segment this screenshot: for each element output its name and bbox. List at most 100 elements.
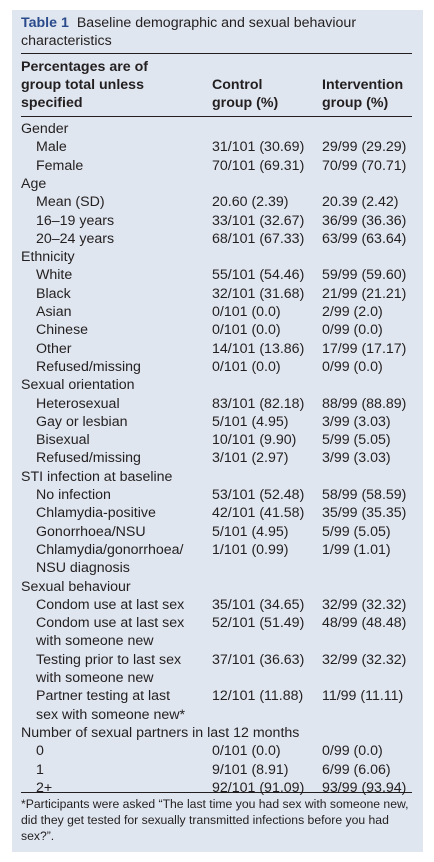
control-value: 12/101 (11.88) (212, 688, 304, 705)
control-value: 92/101 (91.09) (212, 779, 305, 796)
intervention-value: 70/99 (70.71) (322, 157, 407, 174)
row-label: Chlamydia-positive (36, 505, 156, 522)
intervention-value: 29/99 (29.29) (322, 139, 407, 156)
table-row: Asian 0/101 (0.0) 2/99 (2.0) (12, 303, 423, 321)
control-value: 20.60 (2.39) (212, 194, 289, 211)
table-row: Black 32/101 (31.68) 21/99 (21.21) (12, 285, 423, 303)
intervention-value: 11/99 (11.11) (322, 688, 404, 705)
control-value: 53/101 (52.48) (212, 487, 305, 503)
bottom-rule (21, 792, 412, 793)
control-value: 0/101 (0.0) (212, 322, 281, 339)
table-row: 0 0/101 (0.0) 0/99 (0.0) (12, 742, 423, 760)
table-row: Condom use at last sex 52/101 (51.49) 48/9… (12, 614, 423, 632)
header-rule (21, 116, 412, 117)
intervention-value: 6/99 (6.06) (322, 761, 391, 778)
table-footnote: *Participants were asked “The last time … (21, 797, 409, 843)
intervention-value: 88/99 (88.89) (322, 395, 407, 412)
table-row: Chinese 0/101 (0.0) 0/99 (0.0) (12, 321, 423, 339)
table-section-row: STI infection at baseline (12, 468, 423, 486)
table-row: Chlamydia/gonorrhoea/1/101 (0.99) 1/99 (1… (12, 541, 423, 559)
table-section-row: Sexual behaviour (12, 578, 423, 596)
row-label: Male (36, 139, 67, 156)
intervention-value: 0/99 (0.0) (322, 322, 383, 339)
table-row: Refused/missing 0/101 (0.0) 0/99 (0.0) (12, 358, 423, 376)
intervention-value: 63/99 (63.64) (322, 230, 407, 247)
table-row: Gonorrhoea/NSU 5/101 (4.95) 5/99 (5.05) (12, 523, 423, 541)
row-label: Condom use at last sex (36, 596, 185, 613)
row-label: 20–24 years (36, 230, 115, 247)
row-label: Bisexual (36, 432, 90, 449)
row-label: Partner testing at last (36, 688, 171, 705)
table-row: Gay or lesbian 5/101 (4.95) 3/99 (3.03) (12, 413, 423, 431)
intervention-value: 35/99 (35.35) (322, 505, 407, 522)
table-section-row: Gender (12, 120, 423, 138)
table-title: Baseline demographic and sexual behaviou… (21, 15, 357, 49)
control-value: 52/101 (51.49) (212, 615, 305, 632)
table-section-row: Sexual orientation (12, 376, 423, 394)
top-rule (21, 53, 412, 54)
row-label: 0 (36, 743, 44, 760)
intervention-value: 21/99 (21.21) (322, 285, 407, 302)
row-label: with someone new (36, 633, 154, 650)
row-label: No infection (36, 487, 111, 503)
row-label: 1 (36, 761, 44, 778)
control-value: 0/101 (0.0) (212, 743, 281, 760)
row-label: Gay or lesbian (36, 413, 128, 430)
table-panel: Table 1 Baseline demographic and sexual b… (12, 10, 423, 852)
row-label: Mean (SD) (36, 194, 105, 211)
intervention-value: 0/99 (0.0) (322, 743, 383, 760)
control-value: 14/101 (13.86) (212, 340, 305, 357)
control-value: 3/101 (2.97) (212, 450, 289, 467)
control-value: 70/101 (69.31) (212, 157, 305, 174)
row-label: Number of sexual partners in last 12 mon… (21, 724, 300, 741)
table-row: NSU diagnosis (12, 559, 423, 577)
control-value: 68/101 (67.33) (212, 230, 305, 247)
table-row: Other 14/101 (13.86) 17/99 (17.17) (12, 340, 423, 358)
row-label: with someone new (36, 670, 154, 686)
table-section-row: Age (12, 175, 423, 193)
intervention-value: 20.39 (2.42) (322, 194, 399, 211)
table-row: Chlamydia-positive 42/101 (41.58) 35/99 (3… (12, 504, 423, 522)
intervention-value: 58/99 (58.59) (322, 487, 407, 503)
control-value: 5/101 (4.95) (212, 413, 289, 430)
row-label: 2+ (36, 779, 53, 796)
table-row: Testing prior to last sex 37/101 (36.63) 3… (12, 651, 423, 669)
table-row: Condom use at last sex 35/101 (34.65) 32/9… (12, 596, 423, 614)
table-row: 16–19 years 33/101 (32.67) 36/99 (36.36) (12, 212, 423, 230)
table-row: 2+ 92/101 (91.09) 93/99 (93.94) (12, 779, 423, 797)
intervention-value: 3/99 (3.03) (322, 413, 391, 430)
control-value: 9/101 (8.91) (212, 761, 289, 778)
intervention-value: 5/99 (5.05) (322, 523, 391, 540)
intervention-value: 59/99 (59.60) (322, 267, 407, 284)
control-value: 10/101 (9.90) (212, 432, 297, 449)
control-value: 37/101 (36.63) (212, 651, 305, 668)
row-label: Condom use at last sex (36, 615, 185, 632)
row-label: Sexual behaviour (21, 578, 131, 595)
row-label: Other (36, 340, 72, 357)
row-label: Refused/missing (36, 358, 141, 375)
control-value: 55/101 (54.46) (212, 267, 305, 284)
control-value: 1/101 (0.99) (212, 541, 289, 558)
table-row: Refused/missing 3/101 (2.97) 3/99 (3.03) (12, 449, 423, 467)
intervention-value: 32/99 (32.32) (322, 651, 407, 668)
control-value: 32/101 (31.68) (212, 285, 305, 302)
header-col-intervention: Intervention group (%) (322, 77, 404, 111)
table-row: 1 9/101 (8.91) 6/99 (6.06) (12, 761, 423, 779)
row-label: Black (36, 285, 71, 302)
control-value: 83/101 (82.18) (212, 395, 305, 412)
table-row: 20–24 years 68/101 (67.33) 63/99 (63.64) (12, 230, 423, 248)
intervention-value: 36/99 (36.36) (322, 212, 407, 229)
table-row: with someone new (12, 632, 423, 650)
control-value: 42/101 (41.58) (212, 505, 305, 522)
row-label: Gonorrhoea/NSU (36, 523, 146, 540)
table-section-row: Ethnicity (12, 248, 423, 266)
row-label: Female (36, 157, 84, 174)
table-row: sex with someone new* (12, 706, 423, 724)
intervention-value: 5/99 (5.05) (322, 432, 391, 449)
table-row: Partner testing at last 12/101 (11.88) 11/… (12, 687, 423, 705)
table-row: Bisexual 10/101 (9.90) 5/99 (5.05) (12, 431, 423, 449)
row-label: 16–19 years (36, 212, 115, 229)
row-label: Testing prior to last sex (36, 651, 182, 668)
table-caption: Table 1 Baseline demographic and sexual b… (21, 14, 416, 50)
row-label: Age (21, 175, 47, 192)
